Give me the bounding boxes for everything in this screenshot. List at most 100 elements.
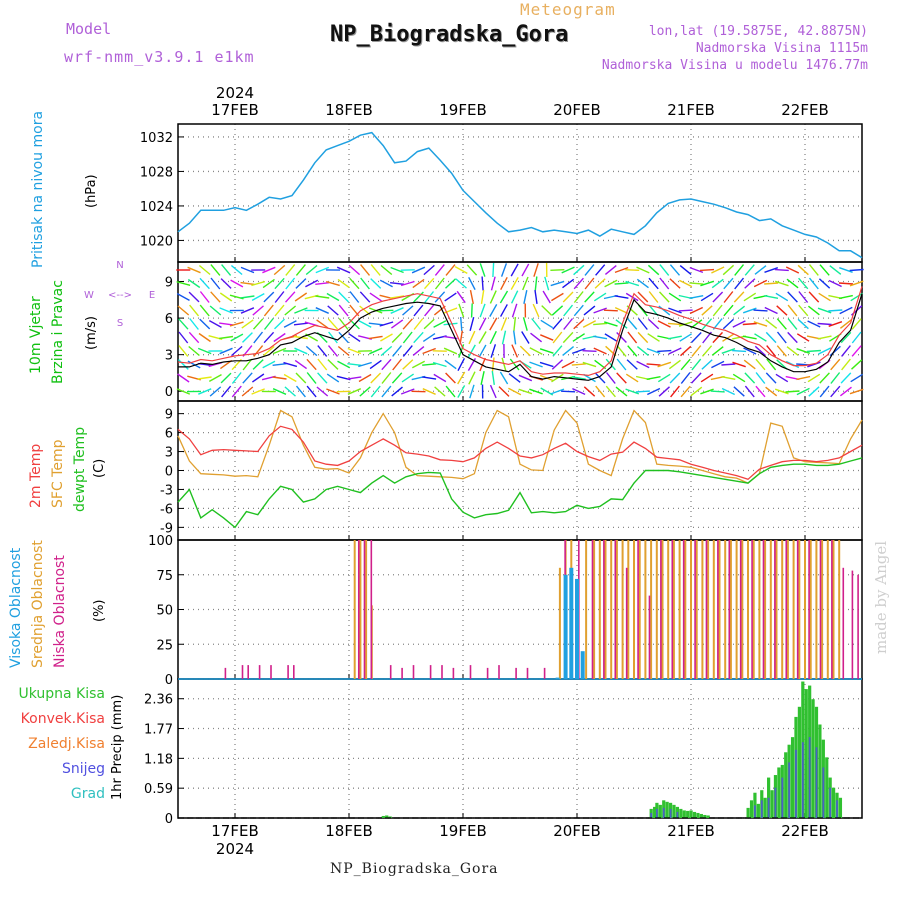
- top-date-label: 17FEB: [211, 101, 258, 119]
- wind-barb: [327, 305, 339, 316]
- snow-bar: [829, 787, 832, 818]
- y-tick-label: 1.77: [144, 723, 173, 738]
- total-precip-bar: [388, 816, 392, 818]
- compass-east: E: [149, 290, 155, 301]
- wind-barb: [469, 384, 475, 399]
- wind-barb: [529, 361, 543, 368]
- wind-barb: [199, 304, 210, 317]
- wind-barb: [315, 282, 330, 285]
- mid-cloud-bar: [353, 540, 356, 679]
- mid-cloud-bar: [359, 540, 362, 679]
- footer-station: NP_Biogradska_Gora: [330, 861, 499, 877]
- wind-barb: [380, 345, 393, 357]
- wind-barb: [733, 305, 746, 316]
- wind-barb: [210, 277, 221, 290]
- wind-barb: [712, 304, 723, 317]
- wind-barb: [490, 276, 496, 291]
- wind-barb: [424, 291, 435, 303]
- wind-barb: [764, 267, 779, 273]
- y-tick-label: 1020: [140, 234, 173, 249]
- wind-barb: [518, 388, 533, 395]
- snow-bar: [808, 737, 811, 818]
- low-cloud-bar: [842, 567, 845, 679]
- wind-barb: [242, 358, 253, 371]
- top-date-label: 22FEB: [781, 101, 828, 119]
- total-precip-bar: [777, 767, 781, 818]
- wind-barb: [830, 385, 841, 398]
- wind-barb: [338, 318, 349, 330]
- wind-barb: [807, 320, 821, 328]
- bottom-date-label: 19FEB: [439, 822, 486, 840]
- wind-barb: [840, 331, 852, 344]
- total-precip-bar: [665, 801, 669, 818]
- wind-barb: [422, 347, 436, 355]
- wind-barb: [807, 305, 820, 316]
- wind-barb: [262, 266, 276, 274]
- wind-barb: [220, 278, 232, 289]
- wind-barb: [500, 317, 508, 331]
- wind-barb: [379, 321, 394, 327]
- wind-barb: [412, 346, 425, 356]
- wind-barb: [262, 278, 275, 289]
- wind-barb: [176, 388, 191, 395]
- wind-barb: [851, 359, 863, 370]
- mid-cloud-bar: [747, 540, 749, 679]
- wind-barb: [636, 360, 650, 369]
- bottom-date-label: 18FEB: [325, 822, 372, 840]
- wind-barb: [625, 269, 640, 271]
- wind-barb: [636, 278, 649, 289]
- wind-barb: [231, 345, 243, 357]
- wind-barb: [443, 322, 458, 326]
- wind-barb: [744, 278, 756, 289]
- low-cloud-bar: [660, 540, 662, 679]
- wind-barb: [583, 386, 596, 397]
- mid-cloud-bar: [655, 540, 658, 679]
- low-cloud-bar: [401, 667, 403, 679]
- total-precip-bar: [385, 815, 389, 818]
- y-tick-label: 75: [156, 569, 173, 584]
- wind-barb: [338, 304, 349, 317]
- total-precip-bar: [679, 808, 683, 818]
- wind-barb: [690, 372, 702, 384]
- mid-cloud-bar: [621, 540, 624, 679]
- wind-barb: [550, 388, 565, 395]
- wind-barb: [263, 331, 275, 344]
- wind-barb: [550, 280, 565, 287]
- wind-barb: [252, 359, 264, 370]
- low-cloud-bar: [429, 665, 432, 679]
- wind-barb: [798, 291, 809, 303]
- wind-barb: [571, 363, 586, 366]
- model-elevation-text: Nadmorska Visina u modelu 1476.77m: [601, 58, 868, 73]
- wind-barb: [317, 345, 328, 357]
- total-precip-bar: [682, 810, 686, 818]
- mid-cloud-bar: [695, 540, 698, 679]
- wind-barb: [742, 322, 757, 326]
- wind-barb: [443, 347, 458, 355]
- wind-barb: [444, 292, 457, 302]
- wind-barb: [808, 277, 819, 290]
- wind-barb: [272, 376, 287, 380]
- wind-barb: [369, 292, 382, 302]
- low-cloud-bar: [796, 540, 799, 679]
- wind-barb: [851, 331, 862, 344]
- wind-barb: [360, 264, 371, 276]
- mid-cloud-bar: [638, 540, 641, 679]
- wind-barb: [603, 309, 618, 312]
- wind-speed-line: [178, 293, 863, 381]
- wind-barb: [755, 358, 766, 371]
- wind-barb: [263, 318, 274, 330]
- wind-barb: [776, 305, 788, 316]
- wind-barb: [540, 334, 554, 341]
- wind-barb: [614, 295, 629, 299]
- wind-barb: [295, 372, 307, 384]
- snow-bar: [801, 742, 804, 818]
- wind-barb: [530, 332, 543, 343]
- wind-barb: [317, 372, 328, 384]
- wind-barb: [445, 385, 456, 398]
- wind-barb: [765, 372, 777, 384]
- wind-barb: [402, 305, 414, 316]
- wind-barb: [540, 319, 554, 329]
- wind-barb: [818, 278, 831, 289]
- wind-barb: [764, 306, 778, 315]
- wind-barb: [481, 276, 484, 291]
